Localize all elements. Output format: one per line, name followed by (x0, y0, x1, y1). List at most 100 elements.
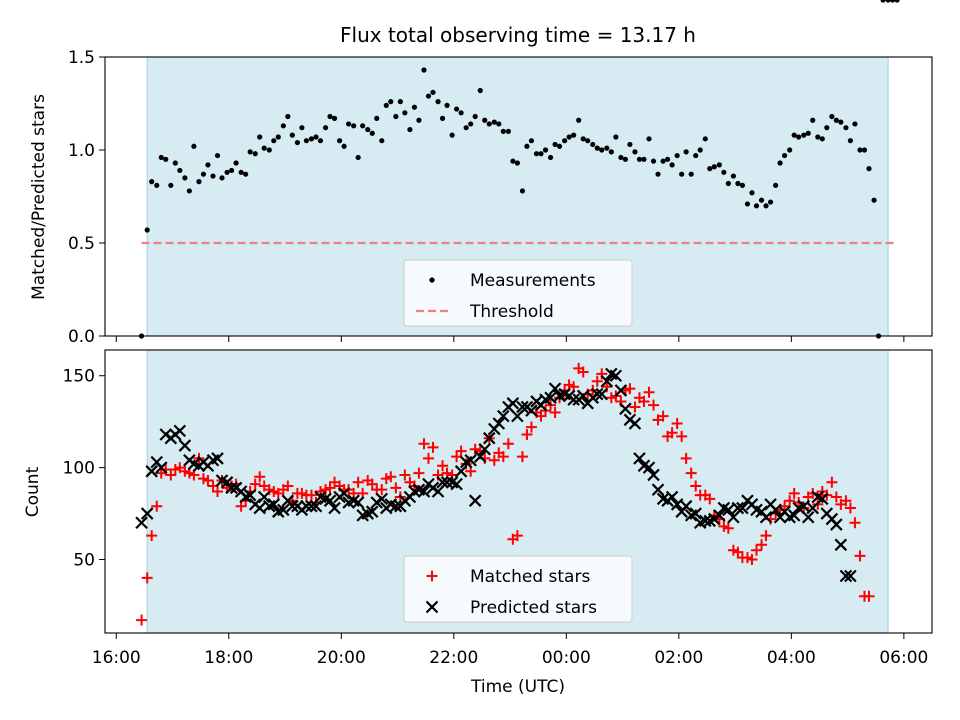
measurement-point (219, 175, 225, 181)
measurement-point (439, 115, 446, 121)
measurement-point (177, 167, 183, 174)
measurement-point (552, 141, 558, 148)
measurement-point (787, 147, 793, 153)
measurement-point (468, 121, 474, 127)
measurement-point (608, 149, 614, 155)
matched-star-point (390, 482, 402, 494)
measurement-point (308, 136, 315, 142)
predicted-star-point (830, 518, 843, 531)
measurement-point (186, 188, 192, 194)
predicted-star-point (759, 510, 773, 524)
measurement-point (351, 123, 357, 129)
matched-star-point (521, 429, 533, 441)
measurement-point (266, 147, 272, 153)
measurement-point (833, 117, 839, 123)
measurement-point (500, 128, 506, 134)
measurement-point (547, 154, 554, 161)
predicted-star-point (595, 387, 609, 401)
matched-star-point (680, 452, 692, 464)
matched-star-point (413, 467, 425, 479)
predicted-star-point (323, 494, 337, 507)
measurement-point (683, 149, 689, 155)
matched-star-point (666, 427, 678, 439)
matched-star-point (212, 486, 224, 497)
measurement-point (880, 0, 886, 3)
measurement-point (313, 134, 319, 140)
measurement-point (510, 158, 516, 164)
predicted-star-point (731, 501, 745, 515)
predicted-star-point (351, 496, 365, 509)
predicted-star-point (506, 397, 520, 410)
measurement-point (196, 179, 202, 185)
matched-star-point (746, 553, 758, 565)
measurement-point (664, 156, 671, 162)
measurement-point (753, 203, 760, 209)
predicted-star-point (492, 417, 506, 430)
matched-star-point (488, 454, 500, 466)
measurement-point (200, 171, 207, 177)
predicted-star-point (257, 490, 271, 504)
matched-star-point (676, 430, 688, 442)
predicted-star-point (787, 509, 801, 522)
predicted-star-point (736, 501, 749, 515)
measurement-point (210, 173, 216, 179)
measurement-point (271, 138, 277, 144)
measurement-point (702, 136, 708, 142)
measurement-point (205, 162, 211, 168)
measurement-point (524, 143, 530, 149)
measurement-point (374, 115, 380, 121)
matched-star-point (830, 491, 842, 503)
predicted-star-point (309, 499, 323, 513)
matched-star-point (577, 366, 589, 378)
y-tick-label: 50 (73, 550, 95, 570)
measurement-point (599, 147, 605, 153)
top-y-ticks: 0.0 0.5 1.0 1.5 (68, 48, 105, 347)
predicted-star-point (834, 538, 848, 552)
matched-star-point (863, 590, 875, 602)
matched-star-point (136, 614, 148, 626)
measurement-point (697, 147, 703, 153)
measurement-point (336, 138, 343, 144)
predicted-star-point (525, 404, 538, 417)
legend-label: Threshold (469, 302, 554, 322)
measurement-point (641, 156, 647, 162)
x-tick-label: 16:00 (92, 648, 141, 668)
predicted-star-point (482, 431, 496, 445)
predicted-star-point (173, 424, 187, 438)
predicted-star-point (277, 503, 290, 517)
measurement-point (261, 145, 267, 151)
measurement-point (172, 160, 178, 166)
measurement-point (379, 138, 385, 144)
predicted-star-point (619, 402, 632, 416)
predicted-star-point (211, 452, 224, 465)
measurement-point (449, 132, 455, 138)
matched-star-point (151, 500, 163, 512)
measurement-point (388, 99, 394, 105)
matched-star-point (282, 480, 294, 492)
measurement-point (669, 162, 675, 168)
predicted-star-point (600, 374, 614, 388)
measurement-point (416, 117, 422, 123)
matched-star-point (750, 544, 762, 556)
measurement-point (622, 156, 628, 162)
measurement-point (421, 67, 427, 73)
bottom-legend: Matched stars Predicted stars (403, 555, 633, 623)
measurement-point (360, 123, 366, 129)
measurement-point (758, 197, 765, 203)
matched-star-point (648, 399, 660, 411)
matched-star-point (305, 489, 317, 501)
measurement-point (228, 167, 235, 174)
measurement-point (444, 102, 450, 108)
measurement-point (280, 123, 286, 129)
predicted-star-point (140, 507, 154, 520)
measurement-point (383, 102, 389, 108)
measurement-point (163, 156, 169, 162)
matched-star-point (422, 452, 434, 464)
x-tick-label: 04:00 (767, 648, 816, 668)
measurement-point (458, 110, 464, 116)
matched-star-point (844, 502, 856, 514)
matched-star-point (427, 441, 439, 453)
measurement-point (149, 179, 155, 185)
measurement-point (233, 160, 239, 166)
measurement-point (303, 138, 310, 144)
